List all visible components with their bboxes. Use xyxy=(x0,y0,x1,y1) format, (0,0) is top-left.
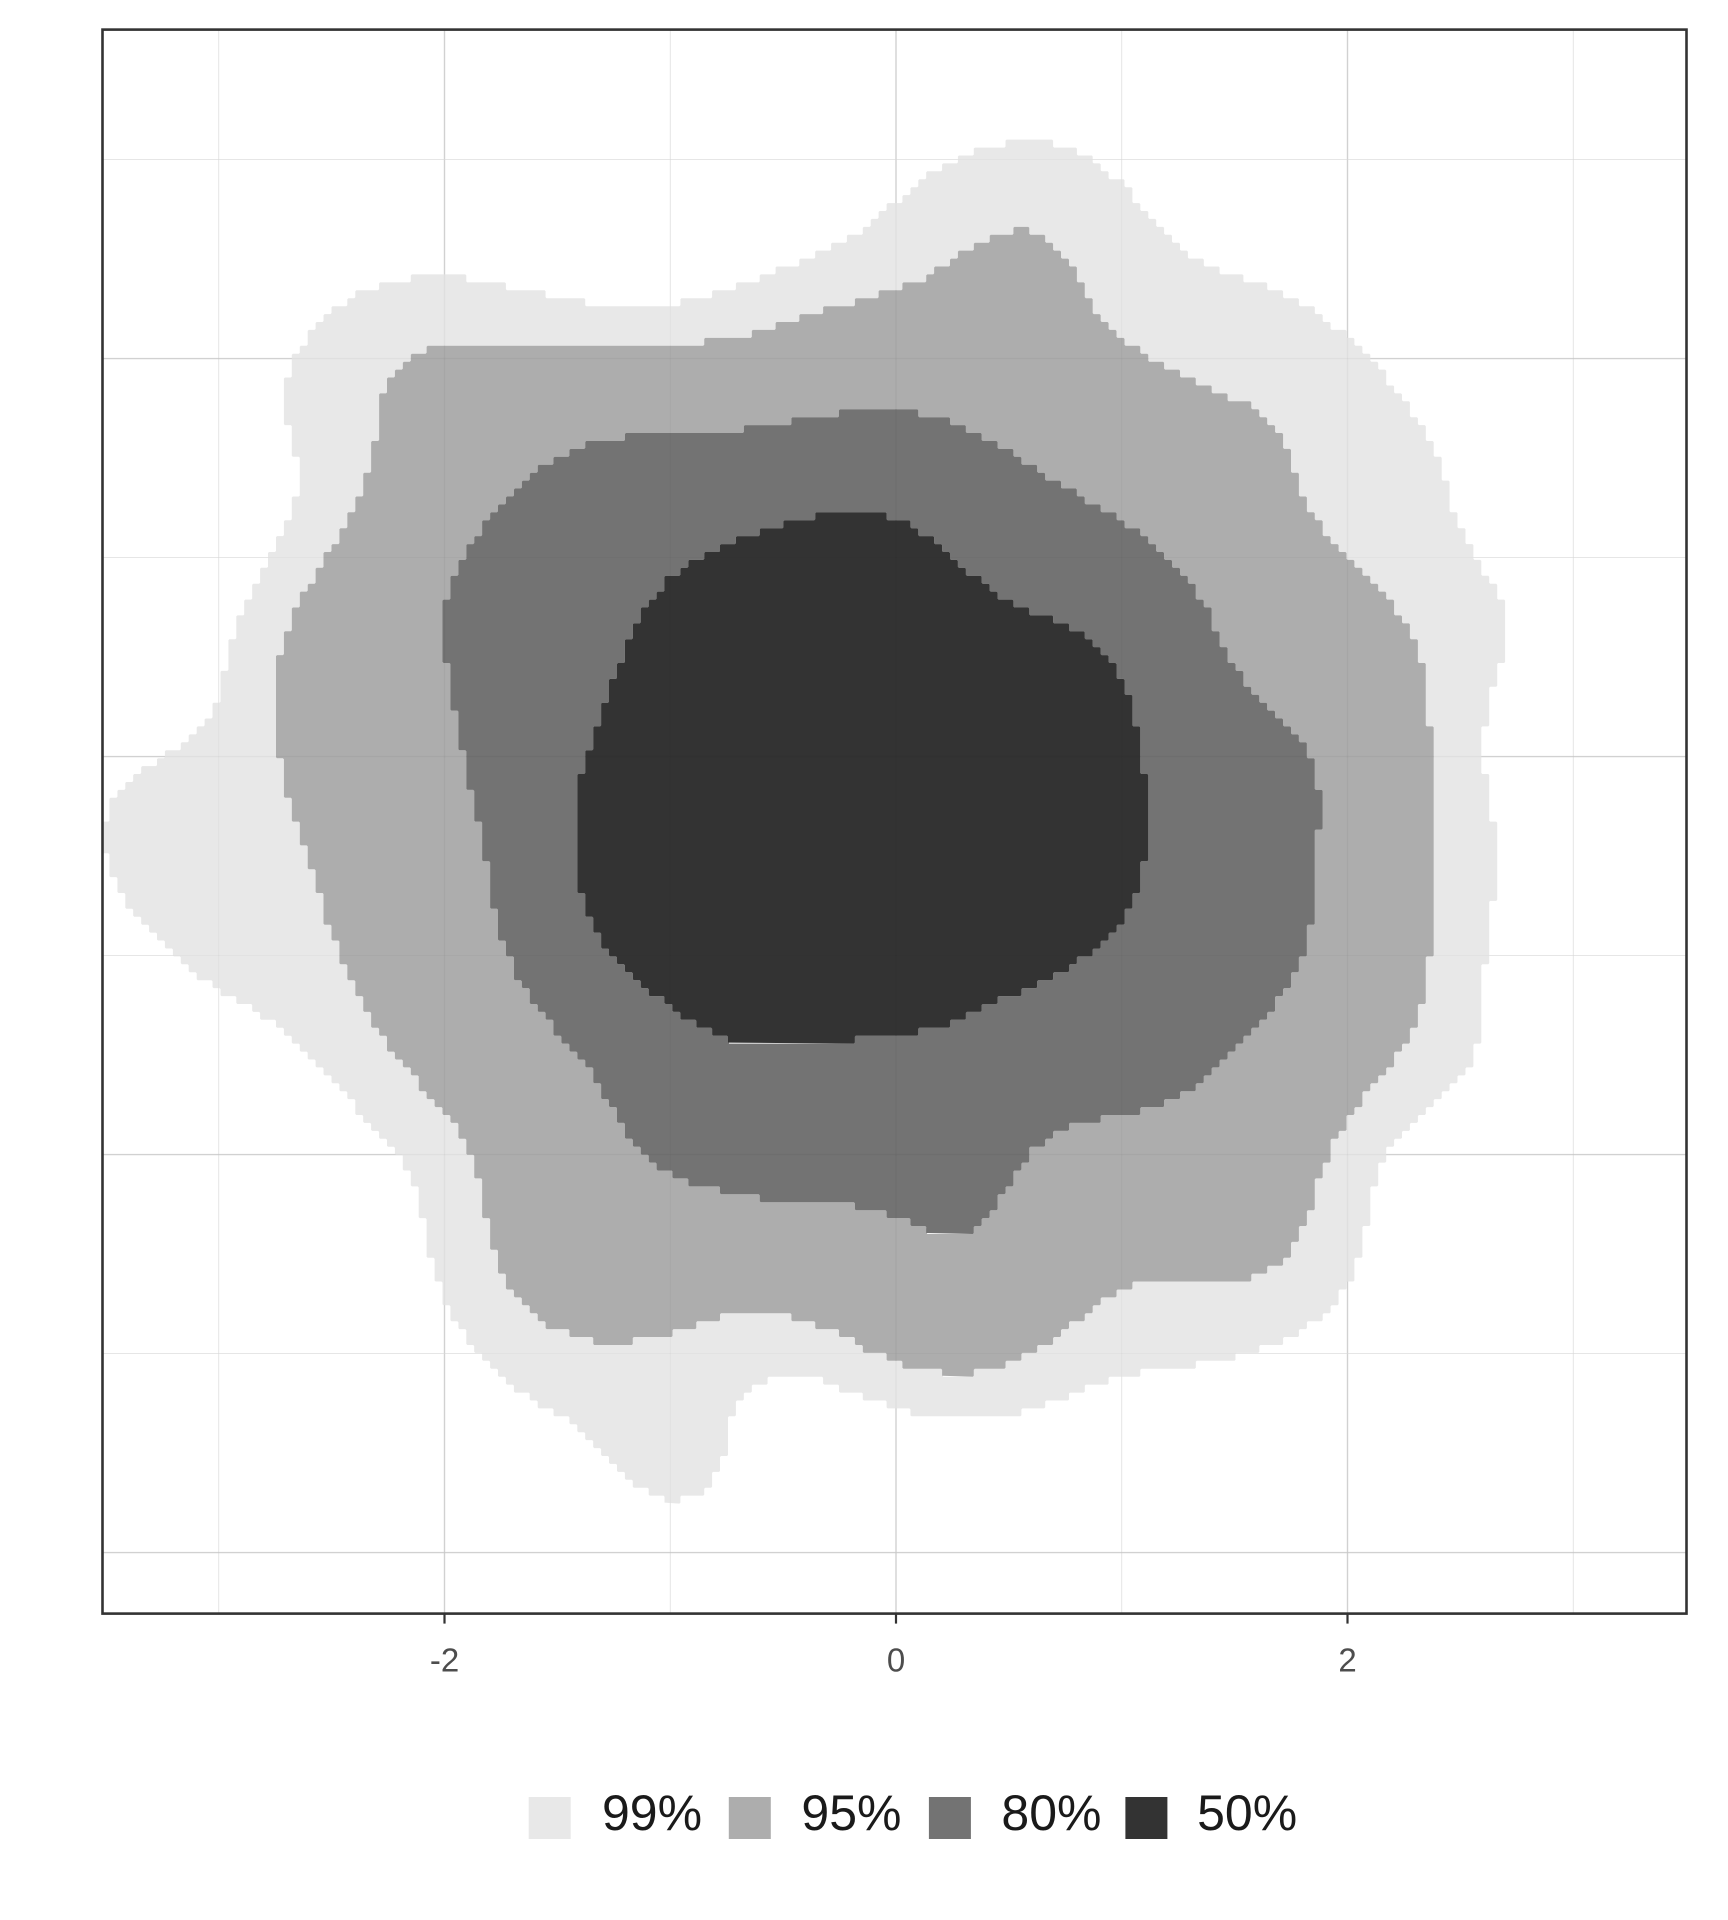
svg-text:99%: 99% xyxy=(602,1785,702,1841)
svg-text:80%: 80% xyxy=(1001,1785,1101,1841)
svg-text:50%: 50% xyxy=(1197,1785,1297,1841)
svg-text:2: 2 xyxy=(1338,1642,1356,1679)
svg-text:0: 0 xyxy=(887,1642,905,1679)
svg-text:95%: 95% xyxy=(801,1785,901,1841)
svg-text:-2: -2 xyxy=(430,1642,459,1679)
